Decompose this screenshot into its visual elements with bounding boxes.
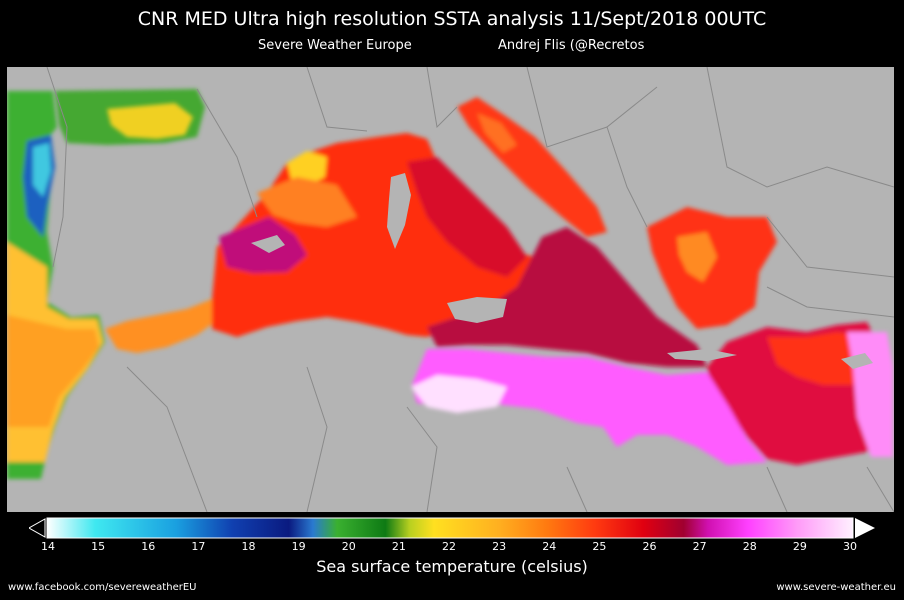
colorbar-tick-label: 30 — [843, 540, 857, 553]
balearic-island — [251, 235, 285, 253]
sst-map — [7, 67, 894, 512]
colorbar-tick-label: 20 — [341, 540, 356, 553]
colorbar-tick-label: 23 — [492, 540, 507, 553]
colorbar-tick-label: 25 — [592, 540, 607, 553]
country-borders — [46, 67, 894, 512]
colorbar — [29, 517, 875, 539]
colorbar-tick-label: 24 — [542, 540, 557, 553]
footer-website-link[interactable]: www.severe-weather.eu — [776, 582, 896, 593]
colorbar-tick-label: 15 — [91, 540, 106, 553]
colorbar-gradient — [46, 517, 854, 539]
colorbar-tick-label: 16 — [141, 540, 156, 553]
colorbar-tick-label: 14 — [41, 540, 55, 553]
colorbar-tick-label: 28 — [742, 540, 757, 553]
cyprus-island — [841, 353, 873, 369]
biscay-warm — [107, 103, 193, 139]
colorbar-tick-label: 27 — [692, 540, 707, 553]
colorbar-max-arrow — [855, 518, 875, 538]
colorbar-min-arrow — [29, 518, 46, 538]
mediterranean-sst — [105, 97, 893, 465]
subtitle-source: Severe Weather Europe — [258, 38, 412, 53]
atlantic-sst — [7, 91, 105, 479]
colorbar-tick-label: 19 — [291, 540, 306, 553]
colorbar-tick-label: 17 — [191, 540, 206, 553]
colorbar-tick-label: 18 — [241, 540, 256, 553]
corsica-island — [387, 173, 411, 249]
map-title: CNR MED Ultra high resolution SSTA analy… — [137, 8, 767, 30]
colorbar-label: Sea surface temperature (celsius) — [316, 557, 588, 576]
colorbar-tick-label: 29 — [792, 540, 807, 553]
colorbar-tick-label: 21 — [391, 540, 406, 553]
colorbar-tick-label: 22 — [442, 540, 456, 553]
crete-island — [667, 349, 737, 361]
colorbar-tick-label: 26 — [642, 540, 657, 553]
subtitle-author: Andrej Flis (@Recretos — [498, 38, 645, 53]
footer-facebook-link[interactable]: www.facebook.com/severeweatherEU — [8, 582, 197, 593]
sicily-island — [447, 297, 507, 323]
